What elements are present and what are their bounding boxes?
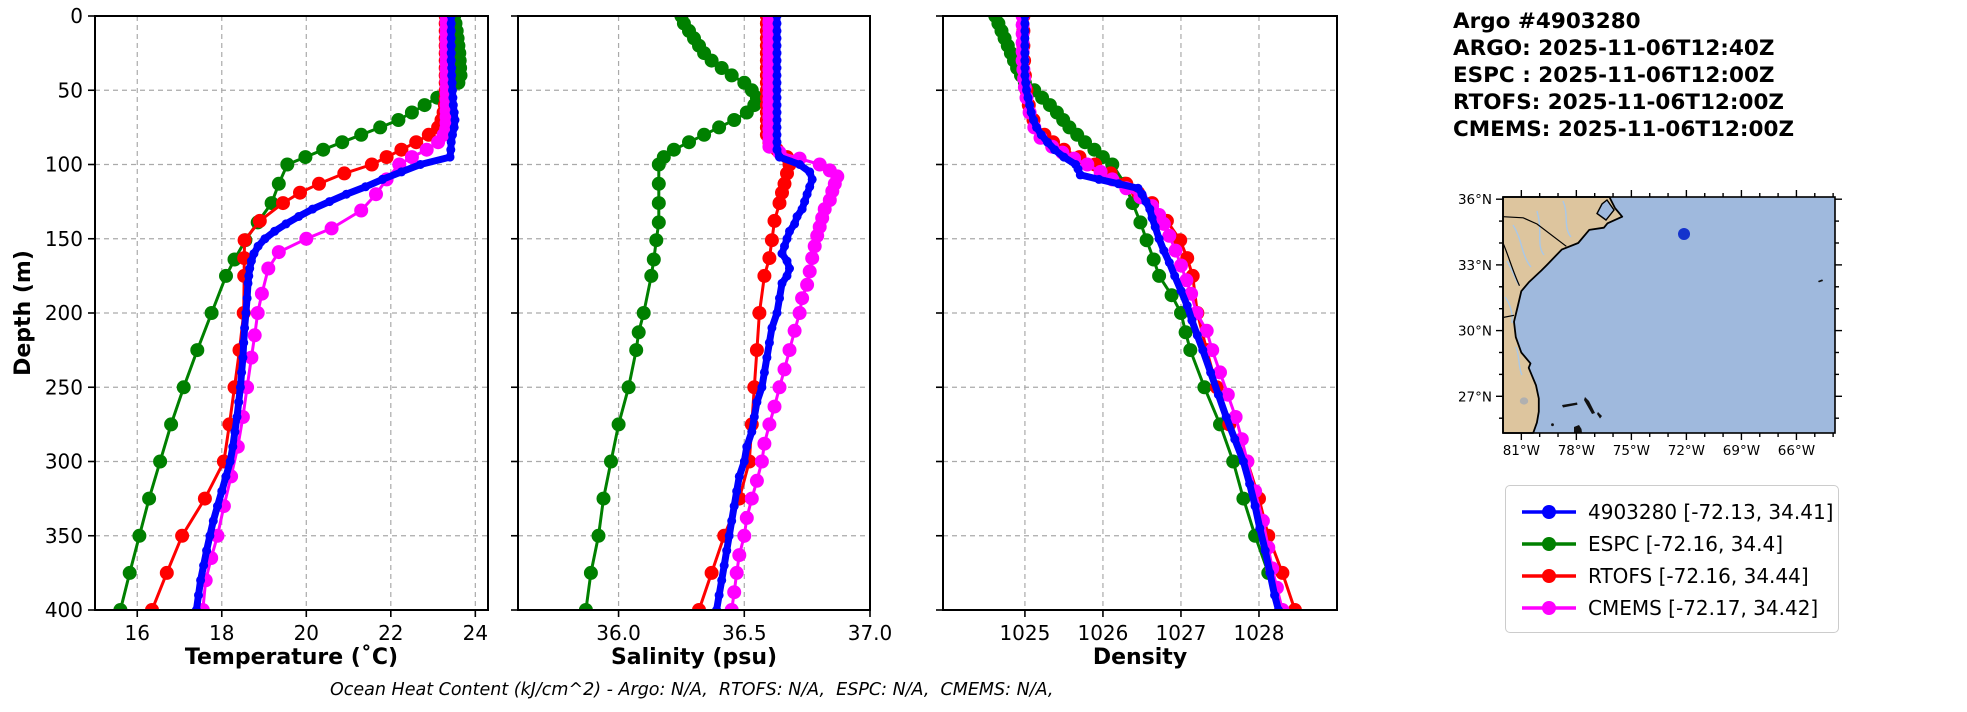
density-profile-panel: 1025 1026 1027 1028 Density (936, 15, 1338, 670)
salinity-xtick-label: 36.5 (722, 621, 767, 645)
legend-label-argo: 4903280 [-72.13, 34.41] (1588, 500, 1834, 524)
figure-header: Argo #4903280 ARGO: 2025-11-06T12:40Z ES… (1453, 8, 1794, 143)
map-land (1502, 196, 1624, 434)
map-ticks-and-labels: 36°N 33°N 30°N 27°N 81°W 78°W 75°W 72°W 69°W 66°W (1458, 190, 1842, 459)
espc-timestamp: ESPC : 2025-11-06T12:00Z (1453, 63, 1775, 88)
depth-tick-label: 150 (45, 227, 83, 251)
float-location-dot (1678, 228, 1691, 241)
legend-line-sample-rtofs (1522, 569, 1576, 583)
depth-tick-label: 400 (45, 598, 83, 622)
depth-tick-label: 200 (45, 301, 83, 325)
cmems-timestamp: CMEMS: 2025-11-06T12:00Z (1453, 117, 1795, 142)
salinity-gridlines (518, 16, 870, 610)
depth-tick-label: 100 (45, 153, 83, 177)
temperature-xtick-label: 18 (209, 621, 234, 645)
legend-item-rtofs: RTOFS [-72.16, 34.44] (1506, 560, 1838, 592)
temperature-x-axis: 16 18 20 22 24 (125, 610, 488, 645)
map-lat-label: 27°N (1458, 389, 1492, 405)
legend-label-cmems: CMEMS [-72.17, 34.42] (1588, 596, 1819, 620)
density-axis-title: Density (1093, 645, 1187, 670)
density-x-axis: 1025 1026 1027 1028 (999, 610, 1284, 645)
map-lon-label: 78°W (1558, 443, 1595, 459)
map-lat-label: 30°N (1458, 324, 1492, 340)
salinity-profile-panel: 36.0 36.5 37.0 Salinity (psu) (511, 15, 892, 670)
density-series (988, 16, 1302, 610)
map-lon-label: 66°W (1778, 443, 1815, 459)
temperature-axis-title: Temperature (˚C) (185, 645, 398, 670)
espc-density-line (993, 16, 1284, 610)
argo-temperature-line (192, 16, 459, 610)
legend-item-argo: 4903280 [-72.13, 34.41] (1506, 496, 1838, 528)
density-y-axis (936, 15, 943, 611)
rtofs-timestamp: RTOFS: 2025-11-06T12:00Z (1453, 90, 1785, 115)
argo-density-markers (1020, 16, 1283, 610)
map-sound (1596, 198, 1615, 221)
map-bahamas-islands (1551, 397, 1602, 433)
temperature-xtick-label: 22 (378, 621, 403, 645)
salinity-xtick-label: 37.0 (848, 621, 893, 645)
density-gridlines (943, 16, 1337, 610)
depth-tick-label: 0 (70, 4, 83, 28)
salinity-xtick-label: 36.0 (596, 621, 641, 645)
location-map: 36°N 33°N 30°N 27°N 81°W 78°W 75°W 72°W 69°W 66°W (1458, 190, 1842, 459)
legend-item-espc: ESPC [-72.16, 34.4] (1506, 528, 1838, 560)
depth-axis-title: Depth (m) (11, 250, 36, 376)
map-lat-label: 36°N (1458, 192, 1492, 208)
espc-salinity-markers (578, 16, 764, 610)
depth-tick-label: 300 (45, 450, 83, 474)
map-frame (1502, 196, 1836, 434)
density-xtick-label: 1025 (999, 621, 1050, 645)
density-xtick-label: 1026 (1077, 621, 1128, 645)
legend-label-rtofs: RTOFS [-72.16, 34.44] (1588, 564, 1809, 588)
map-lat-label: 33°N (1458, 258, 1492, 274)
salinity-x-axis: 36.0 36.5 37.0 (596, 610, 892, 645)
map-lon-label: 81°W (1503, 443, 1540, 459)
ohc-footer: Ocean Heat Content (kJ/cm^2) - Argo: N/A… (330, 680, 1054, 700)
map-lon-label: 75°W (1613, 443, 1650, 459)
depth-tick-label: 250 (45, 375, 83, 399)
legend-line-sample-argo (1522, 505, 1576, 519)
float-title: Argo #4903280 (1453, 9, 1641, 34)
legend-line-sample-cmems (1522, 601, 1576, 615)
map-state-borders (1502, 216, 1567, 319)
salinity-series (578, 16, 845, 610)
map-box (1502, 196, 1836, 434)
argo-temperature-markers (191, 16, 460, 610)
depth-tick-label: 50 (58, 78, 83, 102)
legend-label-espc: ESPC [-72.16, 34.4] (1588, 532, 1784, 556)
temperature-xtick-label: 24 (463, 621, 488, 645)
density-xtick-label: 1028 (1234, 621, 1285, 645)
depth-tick-label: 350 (45, 524, 83, 548)
map-lon-label: 69°W (1723, 443, 1760, 459)
map-tick-marks (1496, 190, 1842, 440)
legend-line-sample-espc (1522, 537, 1576, 551)
map-lon-label: 72°W (1668, 443, 1705, 459)
salinity-y-axis (511, 15, 518, 611)
rtofs-temperature-markers (145, 16, 453, 610)
map-bermuda (1818, 279, 1824, 283)
map-lake-okeechobee (1519, 397, 1529, 405)
legend-item-cmems: CMEMS [-72.17, 34.42] (1506, 592, 1838, 624)
temperature-xtick-label: 16 (125, 621, 150, 645)
argo-timestamp: ARGO: 2025-11-06T12:40Z (1453, 36, 1775, 61)
temperature-profile-panel: 16 18 20 22 24 0 50 100 150 200 250 300 350 400 Temper… (45, 4, 489, 670)
legend: 4903280 [-72.13, 34.41] ESPC [-72.16, 34.… (1505, 485, 1839, 633)
density-xtick-label: 1027 (1156, 621, 1207, 645)
temperature-series (113, 16, 468, 610)
temperature-xtick-label: 20 (294, 621, 319, 645)
temperature-y-axis: 0 50 100 150 200 250 300 350 400 (45, 4, 95, 622)
salinity-axis-title: Salinity (psu) (611, 645, 777, 670)
argo-salinity-markers (712, 16, 817, 610)
